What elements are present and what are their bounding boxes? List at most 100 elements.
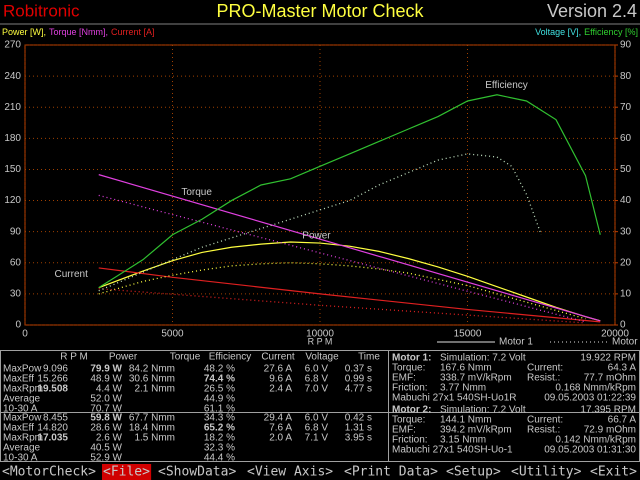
y2-axis-label: Voltage [V], Efficiency [%]	[535, 27, 638, 37]
y2-tick-label: 20	[620, 257, 632, 268]
annotation: Power	[302, 230, 331, 241]
menu-item[interactable]: <Print Data>	[344, 465, 438, 480]
info-text: 09.05.2003 01:22:39	[544, 393, 636, 404]
info-text: 19.922 RPM	[580, 353, 636, 364]
y2-tick-label: 60	[620, 133, 632, 144]
column-header: Power	[109, 352, 138, 363]
y-axis-label-part: Power [W],	[2, 27, 46, 37]
y2-axis-label-part: Efficiency [%]	[584, 27, 638, 37]
stat-value: 6.8 V	[305, 423, 329, 434]
info-text: 3.77 Nmm	[440, 383, 486, 394]
row-label: Average	[3, 443, 41, 454]
stat-value: 6.0 V	[305, 413, 329, 424]
menu-item[interactable]: <File>	[103, 465, 150, 480]
menu-item[interactable]: <ShowData>	[158, 465, 236, 480]
y-tick-label: 120	[4, 195, 21, 206]
stat-value: 15.266	[37, 374, 68, 385]
stat-value: 26.5 %	[204, 384, 235, 395]
curve	[98, 241, 601, 322]
menu-item[interactable]: <View Axis>	[247, 465, 333, 480]
stat-value: 32.3 %	[204, 443, 235, 454]
row-label: MaxPow	[3, 413, 42, 424]
column-header: Voltage	[305, 352, 339, 363]
stat-value: 2.1 Nmm	[134, 384, 175, 395]
stat-value: 61.1 %	[204, 404, 235, 415]
y-tick-label: 30	[10, 289, 22, 300]
menu-item[interactable]: <Setup>	[446, 465, 501, 480]
info-text: 0.168 Nmm/kRpm	[555, 383, 636, 394]
y2-tick-label: 70	[620, 102, 632, 113]
stat-value: 6.8 V	[305, 374, 329, 385]
stat-value: 0.42 s	[345, 413, 372, 424]
curve	[98, 174, 601, 322]
info-text: Torque:	[392, 415, 425, 426]
stat-value: 79.9 W	[90, 364, 122, 375]
curve	[98, 262, 586, 320]
y-tick-label: 60	[10, 257, 22, 268]
y-tick-label: 90	[10, 226, 22, 237]
stat-value: 18.2 %	[204, 433, 235, 444]
y-tick-label: 240	[4, 71, 21, 82]
curve	[98, 267, 601, 323]
version: Version 2.4	[547, 1, 637, 21]
menu-item[interactable]: <MotorCheck>	[2, 465, 96, 480]
info-text: Friction:	[392, 383, 428, 394]
x-tick-label: 20000	[601, 329, 629, 340]
info-text: 77.7 mOhm	[584, 373, 636, 384]
stat-value: 1.5 Nmm	[134, 433, 175, 444]
stat-value: 28.6 W	[90, 423, 122, 434]
y-axis-label: Power [W], Torque [Nmm], Current [A]	[2, 27, 155, 37]
y2-tick-label: 80	[620, 71, 632, 82]
y2-axis-label-part: Voltage [V],	[535, 27, 581, 37]
info-text: Simulation: 7.2 Volt	[440, 405, 526, 416]
y-tick-label: 0	[15, 320, 21, 331]
menu-item[interactable]: <Utility>	[511, 465, 582, 480]
legend-label: Motor 2	[612, 337, 640, 348]
y2-tick-label: 90	[620, 40, 632, 51]
stat-value: 65.2 %	[204, 423, 235, 434]
stat-value: 7.0 V	[305, 384, 329, 395]
stat-value: 52.9 W	[90, 453, 122, 464]
stat-value: 74.4 %	[204, 374, 235, 385]
stat-value: 0.99 s	[345, 374, 372, 385]
stat-value: 7.6 A	[269, 423, 292, 434]
stat-value: 0.37 s	[345, 364, 372, 375]
x-tick-label: 15000	[454, 329, 482, 340]
stat-value: 84.2 Nmm	[129, 364, 175, 375]
info-text: Motor 2:	[392, 405, 431, 416]
stat-value: 44.4 %	[204, 453, 235, 464]
row-label: 10-30 A	[3, 453, 38, 464]
y-tick-label: 210	[4, 102, 21, 113]
info-text: EMF:	[392, 373, 416, 384]
stat-value: 9.6 A	[269, 374, 292, 385]
info-text: 64.3 A	[608, 363, 637, 374]
stat-value: 17.035	[37, 433, 68, 444]
stat-value: 3.95 s	[345, 433, 372, 444]
menu-item[interactable]: <Exit>	[590, 465, 637, 480]
info-text: Resist.:	[527, 373, 560, 384]
x-axis-label: R P M	[308, 336, 333, 346]
stat-value: 7.1 V	[305, 433, 329, 444]
info-text: Motor 1:	[392, 353, 431, 364]
info-text: Resist.:	[527, 425, 560, 436]
info-text: 0.142 Nmm/kRpm	[555, 435, 636, 446]
stat-value: 8.455	[43, 413, 68, 424]
y-tick-label: 180	[4, 133, 21, 144]
info-text: 09.05.2003 01:31:30	[544, 445, 636, 456]
row-label: MaxRpm	[3, 384, 43, 395]
info-text: 338.7 mV/kRpm	[440, 373, 512, 384]
menu-item-highlight	[102, 464, 152, 480]
info-text: 167.6 Nmm	[440, 363, 492, 374]
stat-value: 1.31 s	[345, 423, 372, 434]
info-text: 72.9 mOhm	[584, 425, 636, 436]
column-header: Current	[261, 352, 295, 363]
y2-tick-label: 50	[620, 164, 632, 175]
stat-value: 27.6 A	[264, 364, 293, 375]
app-title: PRO-Master Motor Check	[216, 1, 424, 21]
stat-value: 40.5 W	[90, 443, 122, 454]
y-tick-label: 150	[4, 164, 21, 175]
y-axis-label-part: Torque [Nmm],	[49, 27, 108, 37]
row-label: MaxPow	[3, 364, 42, 375]
stat-value: 67.7 Nmm	[129, 413, 175, 424]
